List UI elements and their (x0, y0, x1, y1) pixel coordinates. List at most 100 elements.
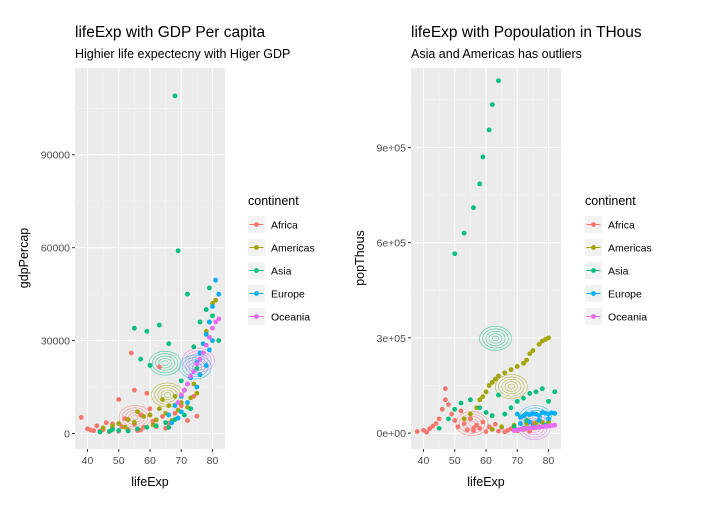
legend-key-point (591, 222, 596, 227)
x-tick-label: 70 (511, 455, 523, 467)
x-tick-label: 60 (144, 455, 156, 467)
data-point (191, 381, 197, 387)
data-point (530, 348, 536, 353)
data-point (144, 390, 150, 396)
data-point (514, 398, 520, 404)
density-contour (504, 381, 519, 392)
data-point (539, 386, 545, 392)
x-axis-title: lifeExp (467, 475, 505, 489)
data-point (414, 429, 420, 434)
data-point (197, 356, 203, 362)
legend-label: Oceania (271, 312, 310, 324)
density-contour (488, 333, 503, 344)
legend-label: Asia (271, 266, 292, 278)
data-point (486, 383, 492, 388)
data-point (175, 400, 181, 405)
data-point (536, 341, 542, 347)
data-point (552, 411, 558, 416)
data-point (156, 364, 162, 370)
data-point (446, 416, 451, 422)
data-point (527, 351, 533, 357)
data-point (210, 325, 215, 331)
density-contour (164, 392, 172, 398)
data-point (153, 417, 159, 423)
legend-label: Americas (271, 243, 315, 255)
data-point (144, 328, 150, 334)
data-point (172, 410, 178, 416)
data-point (527, 419, 533, 425)
x-tick-label: 80 (543, 455, 555, 467)
data-point (116, 421, 122, 426)
data-point (166, 403, 172, 409)
data-point (483, 429, 489, 434)
data-point (194, 384, 200, 390)
data-point (110, 423, 115, 429)
data-point (527, 391, 533, 396)
data-point (477, 397, 483, 403)
x-tick-label: 60 (480, 455, 492, 467)
data-points (414, 78, 558, 435)
data-point (496, 373, 501, 379)
data-point (175, 415, 181, 421)
data-point (536, 418, 542, 423)
data-point (188, 406, 194, 412)
data-point (100, 425, 106, 431)
legend-title: continent (585, 194, 636, 208)
data-point (160, 414, 165, 419)
data-point (181, 387, 187, 393)
y-tick-label: 30000 (41, 336, 70, 348)
data-point (116, 397, 122, 402)
data-point (188, 373, 194, 379)
data-point (436, 425, 442, 431)
data-point (483, 389, 489, 395)
density-contour (155, 355, 176, 371)
legend-label: Africa (271, 220, 298, 232)
data-point (461, 230, 467, 236)
data-point (131, 419, 137, 425)
y-axis-title: popThous (353, 230, 367, 286)
data-point (216, 338, 222, 343)
data-point (216, 316, 222, 322)
density-contour (152, 353, 179, 374)
data-point (521, 360, 526, 366)
data-point (172, 393, 178, 399)
density-contour (482, 328, 509, 349)
data-point (508, 405, 514, 411)
chart-title: lifeExp with Popoulation in THous (411, 24, 642, 41)
data-point (452, 406, 458, 412)
legend-label: Asia (608, 266, 629, 278)
data-point (524, 357, 530, 363)
data-point (514, 364, 520, 369)
legend: continent Africa Americas Asia Europe Oceania (585, 194, 652, 325)
data-point (197, 319, 203, 325)
density-contour (131, 414, 139, 421)
data-point (185, 291, 190, 297)
data-point (477, 405, 483, 411)
legend: continent Africa Americas Asia Europe Oceania (248, 194, 315, 325)
data-point (131, 325, 137, 331)
data-point (147, 362, 153, 368)
data-point (210, 338, 215, 343)
data-point (508, 367, 514, 373)
data-point (449, 411, 455, 417)
data-point (206, 319, 212, 325)
x-tick-label: 50 (113, 455, 125, 467)
data-point (477, 425, 483, 431)
data-point (147, 412, 153, 418)
data-point (499, 424, 505, 430)
x-tick-label: 40 (82, 455, 94, 467)
data-point (185, 418, 190, 423)
data-point (88, 427, 94, 433)
legend-label: Europe (608, 289, 642, 301)
data-point (452, 418, 458, 423)
density-contour (121, 407, 149, 428)
chart-title: lifeExp with GDP Per capita (75, 24, 265, 41)
legend-label: Europe (271, 289, 305, 301)
density-contour (495, 374, 528, 399)
data-point (213, 319, 219, 325)
legend-key-point (591, 314, 596, 319)
data-point (194, 366, 200, 371)
data-point (138, 356, 144, 362)
density-contour (455, 411, 489, 436)
chart-subtitle: Asia and Americas has outliers (411, 47, 582, 61)
